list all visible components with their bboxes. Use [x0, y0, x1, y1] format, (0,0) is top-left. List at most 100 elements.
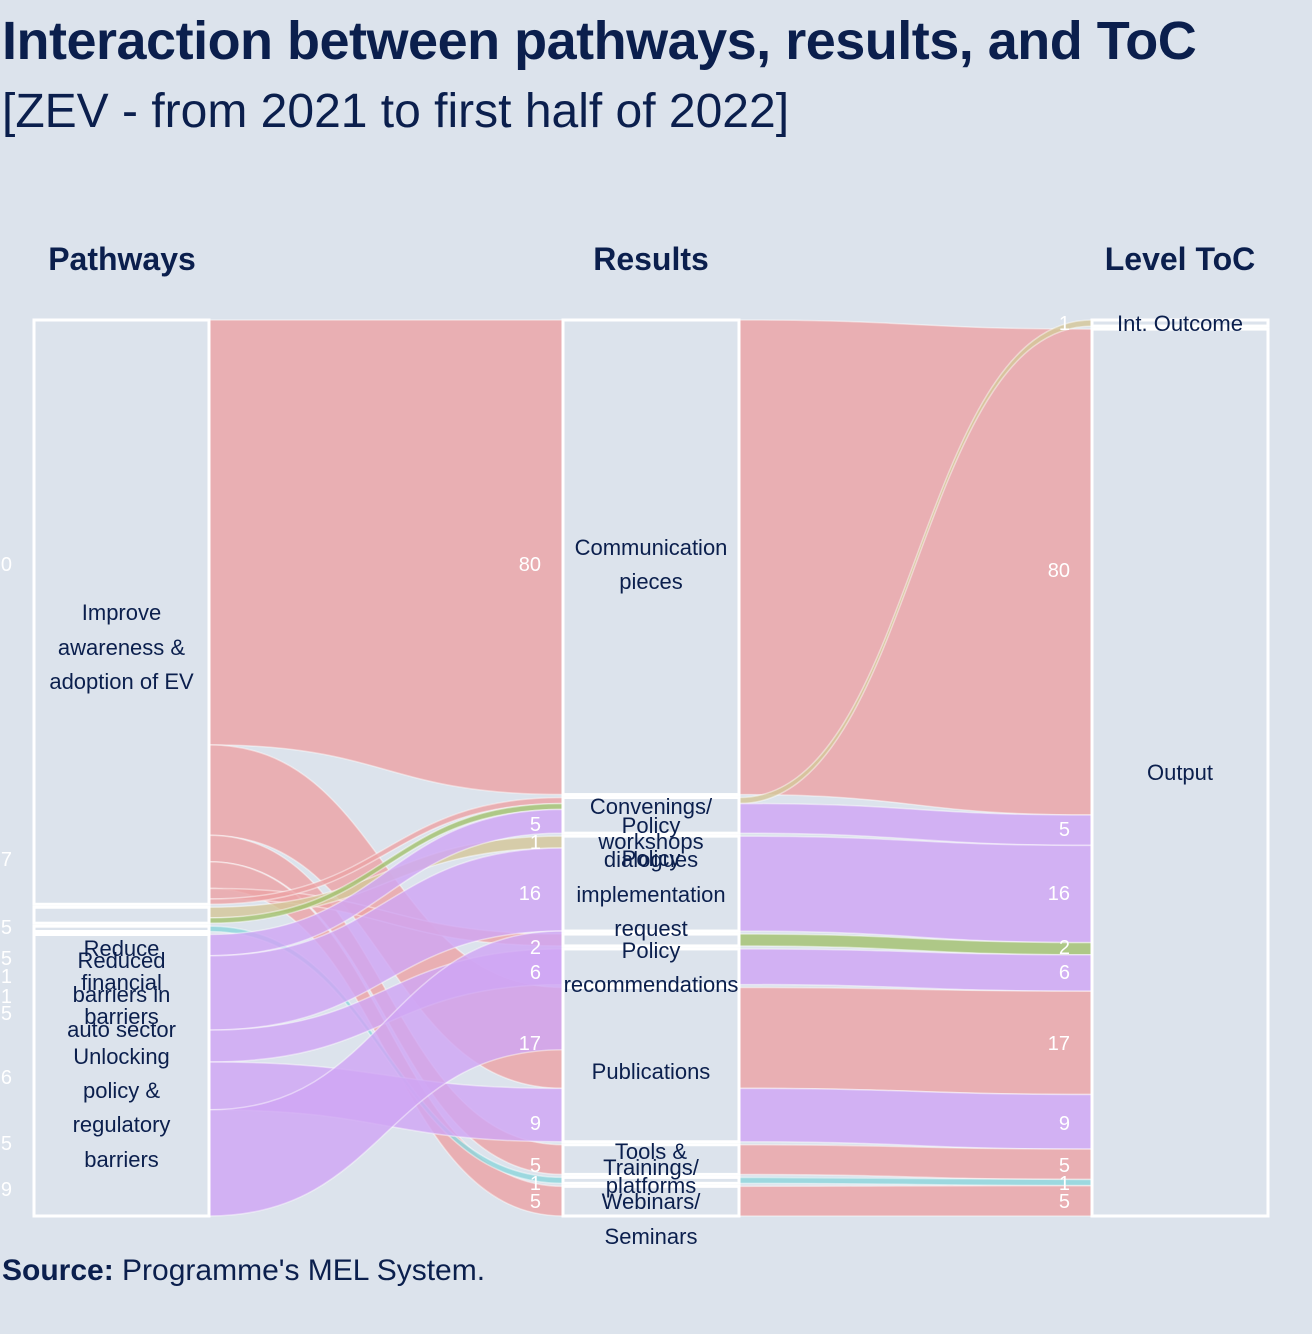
sankey-link: [738, 319, 1093, 816]
node-label: Convenings/: [590, 794, 713, 819]
node-label: Seminars: [605, 1224, 698, 1249]
value-label: 0: [1, 554, 12, 576]
node-label: financial: [81, 970, 162, 995]
value-label: 9: [1, 1179, 12, 1201]
sankey-nodes: [32, 318, 1270, 1218]
value-label: 6: [1, 1067, 12, 1089]
value-label: 5: [530, 814, 541, 836]
node-p_rf: [32, 905, 211, 925]
sankey-link: [738, 986, 1093, 1096]
value-label: 9: [530, 1113, 541, 1135]
node-r_cw: [561, 796, 741, 835]
node-t_io: [1090, 318, 1270, 328]
node-r_pd: [561, 834, 741, 933]
node-label: pieces: [619, 569, 683, 594]
node-label: regulatory: [73, 1112, 171, 1137]
value-label: 5: [1, 1003, 12, 1025]
value-label: 5: [530, 1155, 541, 1177]
value-label: 1: [530, 832, 541, 854]
value-label: 6: [530, 962, 541, 984]
source-note: Source: Programme's MEL System.: [2, 1254, 485, 1288]
value-label: 5: [1, 917, 12, 939]
node-label: barriers in: [73, 982, 171, 1007]
value-label: 5: [1059, 1155, 1070, 1177]
value-label: 5: [1059, 1191, 1070, 1213]
value-label: 5: [1059, 819, 1070, 841]
value-label: 16: [519, 883, 541, 905]
node-label: platforms: [606, 1173, 696, 1198]
sankey-link: [738, 835, 1093, 944]
node-label: Communication: [575, 535, 728, 560]
node-label: Int. Outcome: [1117, 311, 1243, 336]
value-label: 5: [1, 948, 12, 970]
node-label: Policy: [622, 813, 681, 838]
value-label: 80: [1048, 560, 1070, 582]
value-label: 5: [530, 1191, 541, 1213]
value-label: 7: [1, 849, 12, 871]
node-label: Output: [1147, 760, 1213, 785]
sankey-link: [738, 1087, 1093, 1150]
value-label: 2: [1059, 937, 1070, 959]
node-label: Webinars/: [602, 1189, 702, 1214]
node-label: policy &: [83, 1078, 160, 1103]
node-r_cp: [561, 318, 741, 797]
column-header: Pathways: [48, 241, 196, 277]
value-label: 5: [1, 1133, 12, 1155]
node-label: recommendations: [564, 972, 739, 997]
value-label: 9: [1059, 1113, 1070, 1135]
value-label: 16: [1048, 883, 1070, 905]
node-label: implementation: [576, 882, 725, 907]
sankey-link: [738, 1184, 1093, 1217]
value-label: 1: [1, 966, 12, 988]
node-label: Reduce: [84, 936, 160, 961]
sankey-link: [208, 319, 564, 796]
node-label: Tools &: [615, 1139, 687, 1164]
node-r_pi: [561, 932, 741, 948]
column-header: Level ToC: [1105, 241, 1256, 277]
node-r_tp: [561, 1143, 741, 1176]
node-label: barriers: [84, 1147, 159, 1172]
node-label: Unlocking: [73, 1044, 170, 1069]
node-r_tr: [561, 1175, 741, 1185]
chart-subtitle: [ZEV - from 2021 to first half of 2022]: [2, 85, 790, 138]
column-header: Results: [593, 241, 709, 277]
value-label: 1: [1059, 1173, 1070, 1195]
node-label: workshops: [597, 829, 703, 854]
node-r_ws: [561, 1184, 741, 1218]
sankey-links: [208, 319, 1093, 1217]
value-label: 80: [519, 554, 541, 576]
value-label: 6: [1059, 962, 1070, 984]
node-label: awareness &: [58, 635, 186, 660]
node-label: Policy: [622, 846, 681, 871]
node-label: Reduced: [77, 948, 165, 973]
node-p_aw: [32, 318, 211, 906]
source-text: Programme's MEL System.: [113, 1254, 486, 1287]
node-label: dialogues: [604, 847, 698, 872]
sankey-link: [738, 1143, 1093, 1181]
node-label: Improve: [82, 600, 161, 625]
node-label: barriers: [84, 1004, 159, 1029]
node-t_out: [1090, 327, 1270, 1218]
value-label: 1: [1, 986, 12, 1008]
node-label: request: [614, 916, 687, 941]
value-label: 17: [519, 1033, 541, 1055]
value-label: 2: [530, 937, 541, 959]
sankey-link: [738, 1176, 1093, 1187]
node-r_pu: [561, 986, 741, 1144]
column-headers: Pathways Results Level ToC: [48, 241, 1255, 277]
node-label: Publications: [592, 1059, 711, 1084]
value-label: 1: [1059, 313, 1070, 335]
node-r_pr: [561, 947, 741, 987]
source-label: Source:: [2, 1254, 114, 1287]
value-label: 1: [530, 1173, 541, 1195]
node-labels: Improve awareness & adoption of EV Reduce fi…: [49, 311, 1243, 1249]
node-p_up: [32, 932, 211, 1218]
node-label: auto sector: [67, 1017, 176, 1042]
sankey-link: [738, 948, 1093, 992]
node-label: Trainings/: [603, 1155, 700, 1180]
node-p_ra: [32, 924, 211, 933]
value-label: 17: [1048, 1033, 1070, 1055]
chart-title: Interaction between pathways, results, a…: [2, 11, 1197, 71]
